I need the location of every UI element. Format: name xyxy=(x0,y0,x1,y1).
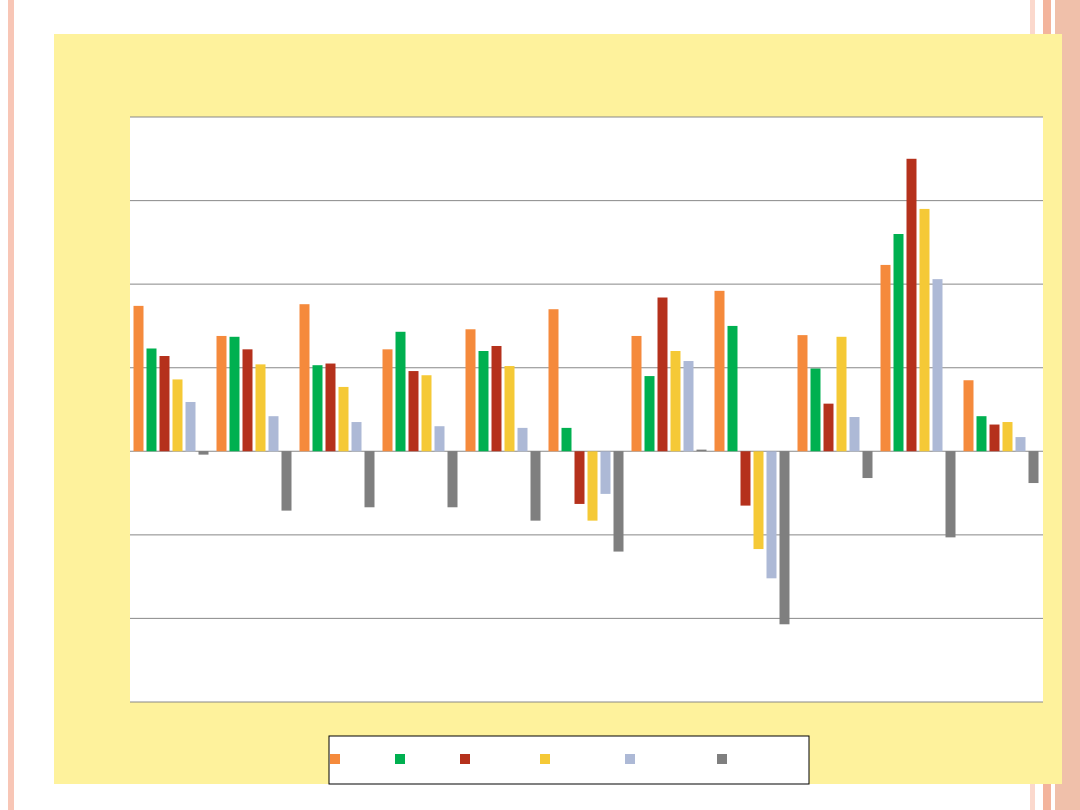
bar xyxy=(281,451,292,511)
bar xyxy=(517,427,528,452)
bar xyxy=(753,451,764,550)
bar xyxy=(696,449,707,452)
bar xyxy=(561,427,572,452)
bar xyxy=(530,451,541,521)
bar xyxy=(932,279,943,452)
bar xyxy=(338,386,349,452)
bar xyxy=(823,403,834,452)
bar xyxy=(919,208,930,452)
bar xyxy=(504,366,515,452)
bar xyxy=(779,451,790,625)
bar xyxy=(325,363,336,452)
legend xyxy=(328,735,810,785)
bar xyxy=(862,451,873,479)
legend-swatch xyxy=(395,754,405,764)
legend-swatch xyxy=(460,754,470,764)
bar xyxy=(574,451,585,504)
bar xyxy=(465,329,476,452)
bar xyxy=(989,424,1000,452)
bar xyxy=(893,234,904,452)
legend-swatch xyxy=(717,754,727,764)
bar xyxy=(268,416,279,452)
bar xyxy=(229,336,240,452)
legend-swatch xyxy=(625,754,635,764)
bar xyxy=(1015,437,1026,452)
bar xyxy=(600,451,611,494)
bar xyxy=(447,451,458,508)
bar xyxy=(714,290,725,452)
legend-swatch xyxy=(540,754,550,764)
bar xyxy=(1028,451,1039,484)
bar xyxy=(1002,422,1013,452)
bar xyxy=(810,368,821,452)
bar xyxy=(351,422,362,452)
bar xyxy=(299,304,310,452)
bar xyxy=(312,365,323,452)
bar xyxy=(849,417,860,452)
legend-swatch xyxy=(330,754,340,764)
bar xyxy=(478,351,489,452)
decor-stripe xyxy=(8,0,14,810)
bar xyxy=(727,325,738,452)
bar xyxy=(766,451,777,579)
bar xyxy=(880,264,891,452)
bar xyxy=(797,335,808,452)
bar xyxy=(408,371,419,452)
bar xyxy=(255,364,266,452)
bar xyxy=(631,335,642,452)
bar xyxy=(683,361,694,452)
bar xyxy=(133,305,144,452)
bar xyxy=(159,356,170,452)
bar xyxy=(382,349,393,452)
bar xyxy=(242,349,253,452)
bar xyxy=(587,451,598,521)
bar xyxy=(836,336,847,452)
bar xyxy=(657,297,668,452)
bar xyxy=(172,379,183,452)
bar xyxy=(395,331,406,452)
plot-area xyxy=(130,117,1043,702)
bar xyxy=(364,451,375,508)
bar xyxy=(434,426,445,452)
bar xyxy=(198,451,209,455)
bar xyxy=(963,380,974,452)
bar xyxy=(670,351,681,452)
bar xyxy=(644,376,655,452)
bar xyxy=(185,401,196,452)
bar xyxy=(421,375,432,452)
bar xyxy=(976,416,987,452)
bar xyxy=(491,345,502,452)
bar xyxy=(945,451,956,538)
bar xyxy=(146,348,157,452)
bar xyxy=(906,158,917,452)
bar xyxy=(613,451,624,552)
bar xyxy=(740,451,751,506)
bar xyxy=(216,335,227,452)
bar xyxy=(548,309,559,452)
